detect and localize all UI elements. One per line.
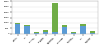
Bar — [52, 3, 58, 32]
Bar — [34, 32, 39, 33]
Bar — [52, 32, 58, 34]
Bar — [71, 32, 76, 33]
Bar — [43, 32, 48, 34]
Bar — [43, 30, 48, 32]
Bar — [24, 25, 29, 26]
Bar — [90, 33, 95, 34]
Bar — [80, 26, 86, 34]
Bar — [62, 27, 67, 34]
Bar — [90, 31, 95, 33]
Bar — [15, 23, 20, 24]
Bar — [71, 33, 76, 34]
Bar — [34, 33, 39, 34]
Bar — [15, 24, 20, 34]
Bar — [80, 24, 86, 26]
Bar — [62, 25, 67, 27]
Bar — [24, 26, 29, 34]
